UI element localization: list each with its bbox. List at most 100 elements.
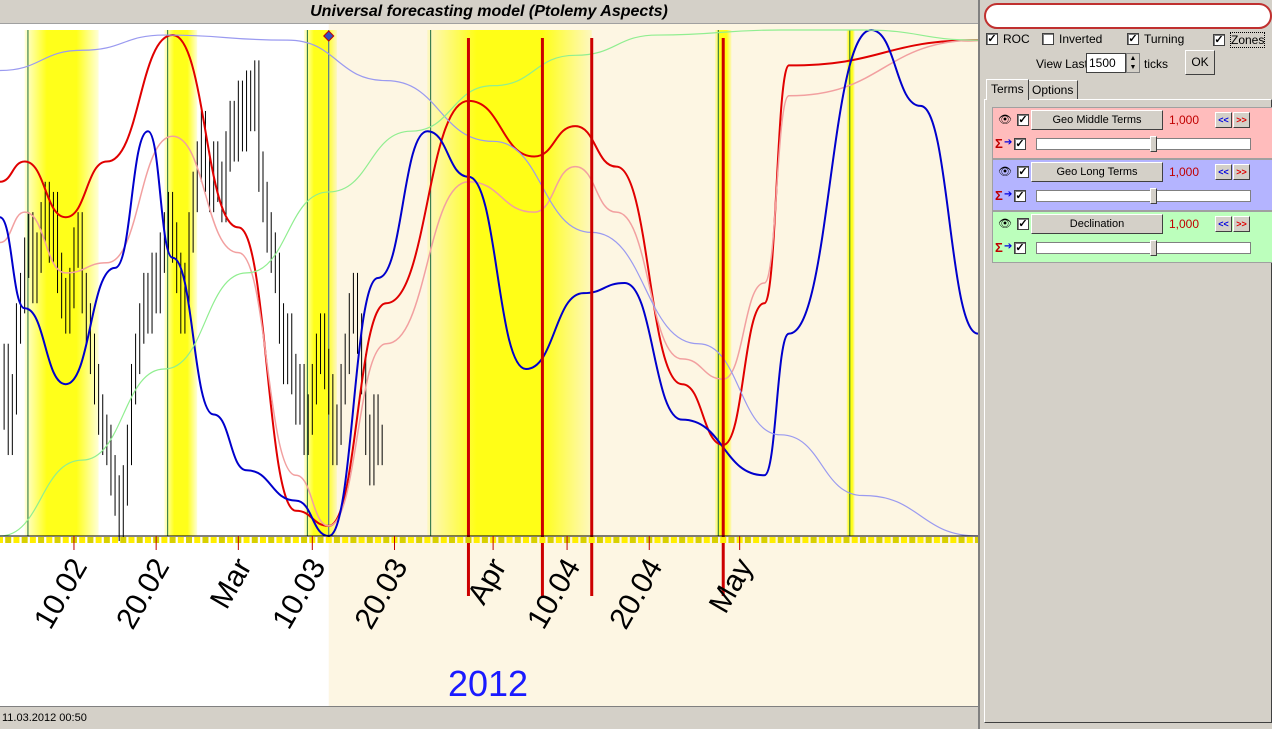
axis-tick-block — [950, 537, 957, 543]
axis-tick-block — [465, 537, 472, 543]
axis-tick-block — [728, 537, 735, 543]
term-name-button[interactable]: Geo Long Terms — [1031, 162, 1163, 182]
axis-tick-block — [720, 537, 727, 543]
sigma-icon: Σ — [995, 240, 1003, 255]
prev-button[interactable]: << — [1215, 112, 1232, 128]
term-visible-checkbox[interactable]: ✓ — [1017, 218, 1029, 230]
eye-icon[interactable]: 👁 — [998, 166, 1012, 178]
term-visible-checkbox[interactable]: ✓ — [1017, 114, 1029, 126]
axis-tick-block — [243, 537, 250, 543]
axis-tick-block — [827, 537, 834, 543]
axis-tick-block — [901, 537, 908, 543]
tab-terms[interactable]: Terms — [986, 79, 1029, 100]
slider-thumb[interactable] — [1150, 188, 1157, 204]
axis-tick-block — [629, 537, 636, 543]
eye-icon[interactable]: 👁 — [998, 218, 1012, 230]
next-button[interactable]: >> — [1233, 112, 1250, 128]
axis-tick-block — [79, 537, 86, 543]
axis-tick-block — [358, 537, 365, 543]
view-last-spinner[interactable]: ▲ ▼ — [1126, 53, 1140, 73]
axis-tick-block — [432, 537, 439, 543]
term-sum-checkbox[interactable]: ✓ — [1014, 138, 1026, 150]
axis-tick-block — [687, 537, 694, 543]
axis-tick-block — [112, 537, 119, 543]
ticks-label: ticks — [1144, 57, 1168, 71]
axis-tick-block — [186, 537, 193, 543]
axis-tick-block — [794, 537, 801, 543]
axis-tick-block — [366, 537, 373, 543]
term-weight[interactable]: 1,000 — [1165, 214, 1211, 234]
axis-tick-block — [851, 537, 858, 543]
axis-tick-block — [605, 537, 612, 543]
axis-tick-block — [539, 537, 546, 543]
zones-check[interactable]: ✓ — [1213, 34, 1225, 46]
x-tick-label: 20.02 — [110, 553, 176, 635]
ok-button[interactable]: OK — [1185, 50, 1215, 75]
turning-zone — [846, 30, 855, 536]
slider-thumb[interactable] — [1150, 240, 1157, 256]
axis-tick-block — [383, 537, 390, 543]
view-last-input[interactable]: 1500 — [1086, 53, 1126, 73]
term-sum-checkbox[interactable]: ✓ — [1014, 242, 1026, 254]
turning-check[interactable]: ✓ — [1127, 33, 1139, 45]
axis-tick-block — [177, 537, 184, 543]
term-sum-checkbox[interactable]: ✓ — [1014, 190, 1026, 202]
axis-tick-block — [531, 537, 538, 543]
term-weight[interactable]: 1,000 — [1165, 110, 1211, 130]
axis-tick-block — [284, 537, 291, 543]
axis-tick-block — [868, 537, 875, 543]
zones-label: Zones — [1230, 32, 1266, 48]
axis-tick-block — [580, 537, 587, 543]
axis-tick-block — [103, 537, 110, 543]
x-tick-label: 10.02 — [28, 553, 94, 635]
axis-tick-block — [613, 537, 620, 543]
axis-tick-block — [859, 537, 866, 543]
eye-icon[interactable]: 👁 — [998, 114, 1012, 126]
term-name-button[interactable]: Declination — [1031, 214, 1163, 234]
prev-button[interactable]: << — [1215, 216, 1232, 232]
next-button[interactable]: >> — [1233, 216, 1250, 232]
tab-options[interactable]: Options — [1027, 80, 1079, 99]
term-weight-slider[interactable] — [1036, 240, 1251, 256]
axis-tick-block — [942, 537, 949, 543]
axis-tick-block — [555, 537, 562, 543]
status-datetime: 11.03.2012 00:50 — [2, 712, 87, 724]
axis-tick-block — [958, 537, 965, 543]
axis-tick-block — [333, 537, 340, 543]
turning-zone — [427, 30, 592, 536]
axis-tick-block — [892, 537, 899, 543]
forecast-chart[interactable]: 10.02 20.02 Mar 10.03 20.03 Apr 10.04 20.04 May2… — [0, 24, 978, 706]
roc-label: ROC — [1003, 32, 1030, 46]
next-button[interactable]: >> — [1233, 164, 1250, 180]
spin-down-icon[interactable]: ▼ — [1129, 64, 1137, 71]
slider-thumb[interactable] — [1150, 136, 1157, 152]
chart-area[interactable]: 10.02 20.02 Mar 10.03 20.03 Apr 10.04 20.04 May 2… — [0, 24, 978, 706]
term-visible-checkbox[interactable]: ✓ — [1017, 166, 1029, 178]
prev-button[interactable]: << — [1215, 164, 1232, 180]
axis-tick-block — [802, 537, 809, 543]
term-name-button[interactable]: Geo Middle Terms — [1031, 110, 1163, 130]
axis-tick-block — [87, 537, 94, 543]
sigma-icon: Σ — [995, 136, 1003, 151]
inverted-check[interactable] — [1042, 33, 1054, 45]
spin-up-icon[interactable]: ▲ — [1129, 55, 1137, 62]
roc-checkbox[interactable]: ✓ ROC — [986, 32, 1030, 46]
axis-tick-block — [62, 537, 69, 543]
axis-tick-block — [712, 537, 719, 543]
axis-tick-block — [621, 537, 628, 543]
axis-tick-block — [966, 537, 973, 543]
axis-tick-block — [596, 537, 603, 543]
term-weight-slider[interactable] — [1036, 188, 1251, 204]
x-tick-label: 10.03 — [266, 553, 332, 635]
axis-tick-block — [884, 537, 891, 543]
axis-tick-block — [588, 537, 595, 543]
turning-checkbox[interactable]: ✓ Turning — [1127, 32, 1184, 46]
axis-tick-block — [128, 537, 135, 543]
inverted-checkbox[interactable]: Inverted — [1042, 32, 1102, 46]
search-input[interactable] — [984, 3, 1272, 29]
series-line — [0, 34, 978, 537]
term-weight-slider[interactable] — [1036, 136, 1251, 152]
roc-check[interactable]: ✓ — [986, 33, 998, 45]
term-weight[interactable]: 1,000 — [1165, 162, 1211, 182]
zones-checkbox[interactable]: ✓ Zones — [1213, 32, 1266, 48]
